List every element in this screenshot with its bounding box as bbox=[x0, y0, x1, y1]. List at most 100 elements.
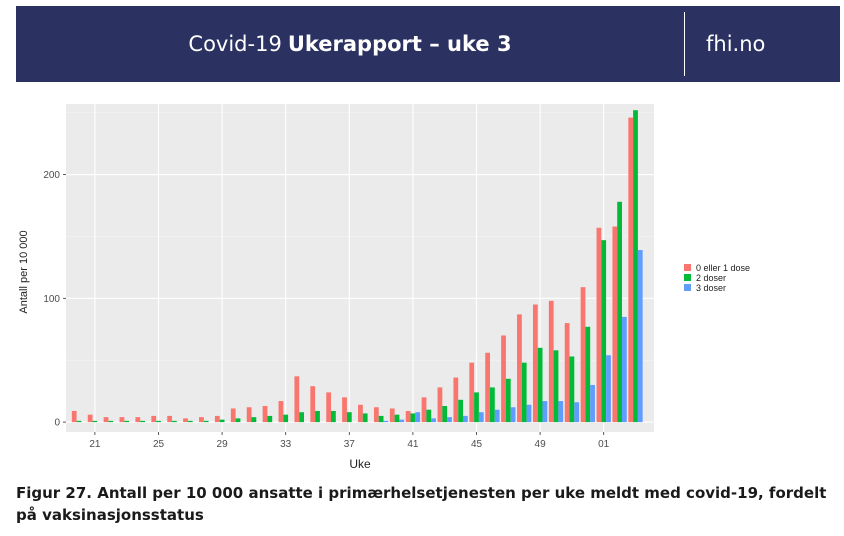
bar-2-doser bbox=[124, 420, 130, 423]
legend-label: 3 doser bbox=[696, 283, 726, 293]
bar-3-doser bbox=[399, 419, 405, 423]
y-axis-label: Antall per 10 000 bbox=[18, 230, 30, 313]
bar-2-doser bbox=[362, 413, 368, 423]
bar-0-eller-1-dose bbox=[87, 414, 93, 423]
legend-swatch bbox=[684, 274, 691, 281]
bar-2-doser bbox=[553, 350, 559, 423]
bar-0-eller-1-dose bbox=[278, 401, 284, 423]
bar-2-doser bbox=[426, 409, 432, 423]
bar-3-doser bbox=[462, 415, 468, 423]
bar-2-doser bbox=[569, 356, 575, 423]
bar-2-doser bbox=[92, 420, 98, 423]
bar-0-eller-1-dose bbox=[262, 406, 268, 423]
bar-2-doser bbox=[267, 415, 273, 423]
bar-2-doser bbox=[203, 420, 209, 423]
bar-3-doser bbox=[415, 412, 421, 423]
bar-2-doser bbox=[140, 420, 145, 423]
bar-2-doser bbox=[442, 406, 448, 423]
bar-2-doser bbox=[378, 415, 384, 423]
x-tick-label: 45 bbox=[471, 439, 483, 450]
header-divider bbox=[684, 12, 685, 76]
y-tick-label: 100 bbox=[43, 294, 60, 305]
bar-0-eller-1-dose bbox=[183, 418, 188, 423]
bar-0-eller-1-dose bbox=[373, 407, 379, 423]
figure-caption: Figur 27. Antall per 10 000 ansatte i pr… bbox=[16, 484, 827, 524]
bar-0-eller-1-dose bbox=[199, 417, 204, 423]
y-tick-label: 0 bbox=[54, 418, 60, 429]
bar-0-eller-1-dose bbox=[453, 377, 459, 423]
bar-0-eller-1-dose bbox=[326, 392, 332, 423]
bar-3-doser bbox=[606, 355, 611, 423]
bar-3-doser bbox=[558, 401, 564, 423]
bar-0-eller-1-dose bbox=[246, 407, 252, 423]
bar-0-eller-1-dose bbox=[437, 387, 443, 423]
bar-3-doser bbox=[526, 404, 532, 423]
bar-0-eller-1-dose bbox=[628, 117, 634, 423]
bar-0-eller-1-dose bbox=[421, 397, 427, 423]
x-tick-label: 25 bbox=[153, 439, 165, 450]
bar-0-eller-1-dose bbox=[596, 227, 602, 423]
report-title-regular: Covid-19 bbox=[188, 32, 282, 56]
bar-3-doser bbox=[510, 407, 516, 423]
bar-0-eller-1-dose bbox=[501, 335, 506, 423]
bar-0-eller-1-dose bbox=[135, 417, 141, 423]
bar-2-doser bbox=[505, 378, 511, 423]
bar-0-eller-1-dose bbox=[580, 287, 586, 423]
bar-0-eller-1-dose bbox=[310, 386, 316, 423]
bar-3-doser bbox=[447, 417, 452, 423]
bar-0-eller-1-dose bbox=[612, 226, 618, 423]
bar-2-doser bbox=[299, 412, 304, 423]
bar-0-eller-1-dose bbox=[564, 323, 570, 423]
bar-3-doser bbox=[431, 418, 436, 423]
x-axis-label: Uke bbox=[349, 457, 371, 471]
x-tick-label: 29 bbox=[217, 439, 229, 450]
bar-2-doser bbox=[394, 414, 400, 423]
x-tick-label: 21 bbox=[89, 439, 101, 450]
bar-3-doser bbox=[590, 384, 595, 423]
bar-2-doser bbox=[458, 399, 463, 423]
bar-3-doser bbox=[574, 402, 580, 423]
header-banner: Covid-19 Ukerapport – uke 3 fhi.no bbox=[16, 6, 840, 82]
bar-2-doser bbox=[315, 410, 320, 423]
x-tick-label: 41 bbox=[407, 439, 419, 450]
bar-0-eller-1-dose bbox=[548, 300, 554, 423]
x-tick-label: 49 bbox=[535, 439, 547, 450]
bar-0-eller-1-dose bbox=[151, 415, 157, 423]
bar-2-doser bbox=[187, 420, 193, 423]
bar-2-doser bbox=[235, 418, 241, 423]
chart-container: 0 100 200 21 25 29 33 37 41 45 49 01 Antall per 10 … bbox=[0, 96, 844, 476]
bar-2-doser bbox=[219, 419, 225, 423]
bar-chart: 0 100 200 21 25 29 33 37 41 45 49 01 Antall per 10 … bbox=[18, 104, 750, 471]
bar-0-eller-1-dose bbox=[517, 314, 522, 423]
bar-3-doser bbox=[542, 401, 548, 423]
legend-label: 0 eller 1 dose bbox=[696, 263, 750, 273]
bar-3-doser bbox=[478, 412, 484, 423]
x-tick-label: 37 bbox=[344, 439, 356, 450]
bar-0-eller-1-dose bbox=[485, 352, 491, 423]
legend-swatch bbox=[684, 264, 691, 271]
bar-2-doser bbox=[537, 347, 543, 423]
bar-0-eller-1-dose bbox=[358, 404, 363, 423]
bar-0-eller-1-dose bbox=[119, 417, 125, 423]
bar-2-doser bbox=[490, 387, 495, 423]
bar-0-eller-1-dose bbox=[71, 410, 77, 423]
site-label: fhi.no bbox=[706, 32, 766, 56]
bar-2-doser bbox=[76, 420, 82, 423]
bar-3-doser bbox=[383, 420, 389, 423]
bar-2-doser bbox=[283, 414, 289, 423]
report-title: Covid-19 Ukerapport – uke 3 bbox=[16, 6, 684, 82]
x-tick-label: 01 bbox=[598, 439, 610, 450]
bar-2-doser bbox=[251, 417, 257, 423]
bar-0-eller-1-dose bbox=[230, 408, 236, 423]
bar-0-eller-1-dose bbox=[103, 417, 109, 423]
bar-0-eller-1-dose bbox=[405, 410, 411, 423]
legend-swatch bbox=[684, 284, 691, 291]
bar-0-eller-1-dose bbox=[389, 408, 395, 423]
bar-0-eller-1-dose bbox=[167, 415, 173, 423]
bar-2-doser bbox=[474, 392, 479, 423]
bar-2-doser bbox=[331, 410, 336, 423]
bar-3-doser bbox=[621, 316, 627, 423]
bar-2-doser bbox=[108, 420, 114, 423]
bar-2-doser bbox=[410, 413, 416, 423]
